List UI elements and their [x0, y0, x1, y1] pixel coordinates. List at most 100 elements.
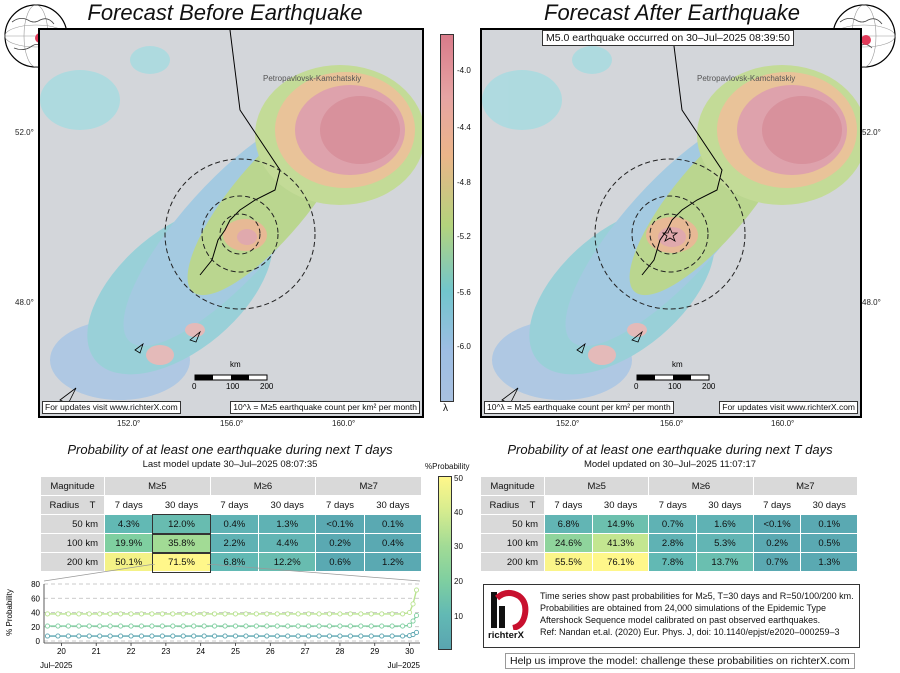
data-point: [138, 633, 145, 639]
data-point: [253, 611, 259, 617]
left-scale-label-200: 200: [260, 382, 274, 391]
series-line: [47, 589, 418, 615]
data-point: [274, 633, 280, 639]
prob-cell: 41.3%: [591, 533, 650, 553]
lambda-tick: -6.0: [457, 342, 471, 351]
data-point: [400, 611, 406, 617]
data-point: [159, 611, 165, 617]
data-point: [413, 587, 420, 593]
right-scale-label-200: 200: [702, 382, 716, 391]
data-point: [97, 611, 103, 617]
x-tick-label: 20: [57, 647, 66, 656]
prob-cell: 2.2%: [209, 533, 260, 553]
data-point: [212, 633, 218, 639]
data-point: [274, 623, 280, 629]
data-point: [274, 611, 280, 617]
data-point: [368, 623, 374, 629]
data-point: [316, 633, 322, 639]
prob-cell: 2.8%: [648, 533, 698, 553]
period-header: 30 days: [800, 495, 858, 515]
left-update-note: Last model update 30–Jul–2025 08:07:35: [142, 459, 318, 470]
prob-cell: 0.6%: [315, 552, 365, 572]
data-point: [159, 633, 165, 639]
data-point: [368, 633, 374, 639]
x-start-label: Jul–2025: [40, 661, 73, 670]
data-point: [138, 611, 145, 617]
data-point: [358, 611, 364, 617]
data-point: [306, 623, 312, 629]
prob-cell: 0.7%: [648, 514, 698, 534]
note-line: Aftershock Sequence model calibrated on …: [540, 615, 821, 625]
left-lat-tick: 48.0°: [15, 298, 34, 307]
left-footer-lambda: 10^λ = M≥5 earthquake count per km² per …: [230, 401, 420, 414]
t-label: T: [89, 499, 96, 511]
data-point: [222, 633, 228, 639]
left-lon-tick: 156.0°: [220, 419, 244, 428]
right-map-title: Forecast After Earthquake: [544, 0, 800, 25]
table-row: 100 km 19.9% 35.8% 2.2% 4.4% 0.2% 0.4%: [40, 532, 423, 554]
right-scale-unit: km: [672, 360, 683, 369]
y-tick-label: 20: [31, 623, 40, 632]
data-point: [306, 633, 312, 639]
x-tick-label: 28: [335, 647, 344, 656]
left-forecast-map[interactable]: Petropavlovsk-Kamchatskiy km 0 100 200 F…: [38, 28, 424, 418]
data-point: [55, 623, 61, 629]
data-point: [222, 623, 228, 629]
help-link[interactable]: Help us improve the model: challenge the…: [505, 653, 855, 669]
table-row: 200 km 55.5% 76.1% 7.8% 13.7% 0.7% 1.3%: [480, 552, 858, 572]
period-header: 7 days: [209, 495, 260, 515]
data-point: [264, 633, 270, 639]
prob-cell: 0.7%: [752, 552, 802, 572]
prob-cell: 1.3%: [258, 514, 317, 534]
right-city-label: Petropavlovsk-Kamchatskiy: [697, 74, 796, 83]
data-point: [379, 633, 385, 639]
data-point: [44, 633, 51, 639]
x-tick-label: 23: [161, 647, 170, 656]
prob-cell: 1.6%: [696, 514, 754, 534]
y-tick-label: 80: [31, 580, 40, 589]
data-point: [232, 633, 239, 639]
mag-header: M≥5: [543, 476, 650, 496]
right-footer-visit: For updates visit www.richterX.com: [719, 401, 858, 414]
data-point: [243, 623, 249, 629]
y-tick-label: 40: [31, 609, 40, 618]
data-point: [253, 623, 259, 629]
data-point: [201, 623, 207, 629]
data-point: [65, 633, 71, 639]
lambda-symbol: λ: [443, 403, 448, 414]
prob-cell: 71.5%: [151, 551, 212, 573]
data-point: [55, 633, 61, 639]
data-point: [347, 611, 353, 617]
radius-cell: 50 km: [480, 514, 545, 534]
left-probability-table: Magnitude M≥5 M≥6 M≥7 Radius T 7 days 30…: [40, 476, 423, 573]
radius-t-header: Radius T: [40, 495, 105, 515]
data-point: [389, 633, 395, 639]
right-forecast-map[interactable]: M5.0 earthquake occurred on 30–Jul–2025 …: [480, 28, 862, 418]
prob-cell: 4.3%: [103, 514, 154, 534]
data-point: [358, 633, 364, 639]
prob-cell: 1.3%: [800, 552, 858, 572]
data-point: [170, 611, 176, 617]
period-header: 30 days: [152, 495, 211, 515]
x-tick-label: 21: [92, 647, 101, 656]
right-lon-tick: 156.0°: [660, 419, 684, 428]
prob-cell: 24.6%: [544, 533, 593, 553]
data-point: [107, 623, 113, 629]
prob-cell: 0.2%: [752, 533, 802, 553]
table-row: 200 km 50.1% 71.5% 6.8% 12.2% 0.6% 1.2%: [40, 551, 423, 573]
left-scale-unit: km: [230, 360, 241, 369]
x-tick-label: 30: [405, 647, 414, 656]
radius-label: Radius: [49, 499, 80, 511]
data-point: [285, 623, 291, 629]
prob-cell: 12.0%: [151, 513, 212, 535]
data-point: [326, 633, 333, 639]
prob-cell: 0.4%: [363, 533, 423, 553]
x-end-label: Jul–2025: [388, 661, 421, 670]
lambda-tick: -5.2: [457, 232, 471, 241]
mag-header: M≥6: [648, 476, 754, 496]
left-scale-label-0: 0: [192, 382, 197, 391]
x-tick-label: 25: [231, 647, 240, 656]
data-point: [285, 633, 291, 639]
mag-header: M≥5: [104, 476, 211, 496]
radius-label: Radius: [489, 499, 520, 511]
